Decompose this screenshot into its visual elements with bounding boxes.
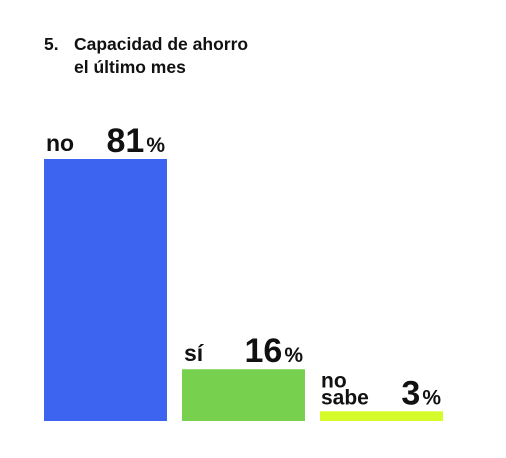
chart-title: 5. Capacidad de ahorro el último mes	[44, 33, 248, 79]
bar-no	[44, 159, 167, 421]
title-line-1: 5. Capacidad de ahorro	[44, 33, 248, 56]
bar-no-sabe	[320, 411, 443, 421]
bar-si	[182, 369, 305, 421]
category-label-si: sí	[184, 340, 205, 366]
category-label-no: no	[46, 130, 74, 156]
title-text-1: Capacidad de ahorro	[74, 34, 249, 54]
value-label-si: 16%	[244, 332, 303, 370]
title-line-2: el último mes	[74, 57, 186, 77]
value-label-no-sabe: 3%	[401, 374, 441, 412]
category-label-no-sabe: no sabe	[321, 369, 369, 409]
question-number: 5.	[44, 34, 59, 54]
value-label-no: 81%	[106, 122, 165, 160]
